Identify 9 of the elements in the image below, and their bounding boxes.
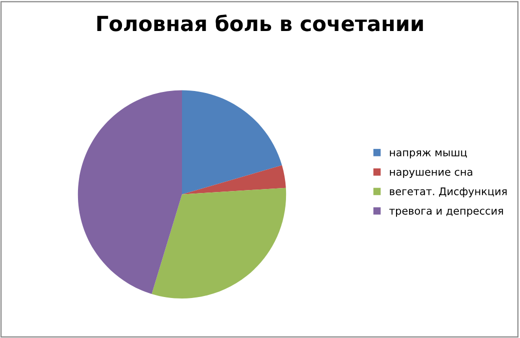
pie-slice [182,90,282,194]
pie-slice [152,188,286,298]
pie-slice [182,165,286,194]
legend-label: напряж мышц [390,150,467,158]
pie-slice [78,90,182,294]
legend-label: вегетат. Дисфункция [390,188,507,198]
legend-label: тревога и депрессия [389,208,503,217]
chart-title: Головная боль в сочетании [97,14,423,32]
legend-label: нарушение сна [390,170,472,178]
